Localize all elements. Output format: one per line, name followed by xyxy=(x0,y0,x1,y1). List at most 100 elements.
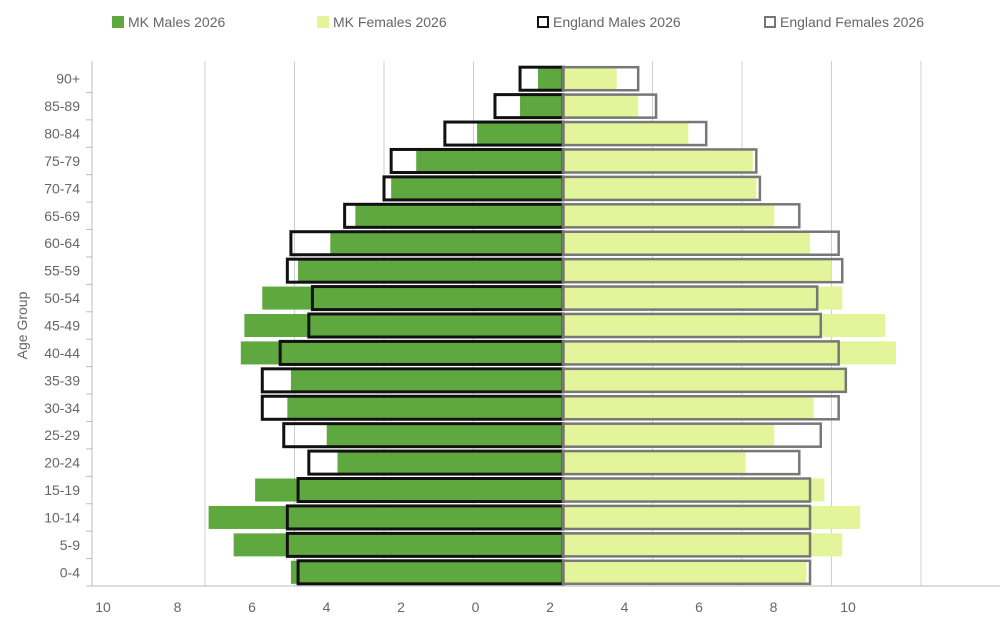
y-tick-label: 25-29 xyxy=(44,427,80,443)
mk-male-bar-80-84 xyxy=(477,122,563,146)
x-tick-label: 10 xyxy=(95,599,111,615)
england-female-bar-10-14 xyxy=(561,504,812,531)
mk-female-bar-90+ xyxy=(563,67,617,91)
mk-female-bar-50-54 xyxy=(563,286,843,310)
y-tick-label: 20-24 xyxy=(44,455,80,471)
legend-swatch xyxy=(317,16,329,28)
mk-female-bar-80-84 xyxy=(563,122,689,146)
mk-male-bar-85-89 xyxy=(520,94,563,118)
mk-male-bar-35-39 xyxy=(290,368,563,392)
axes: 0-4 5-9 10-14 15-19 20-24 25-29 30-34 35-39 40-4… xyxy=(14,61,1000,615)
mk-female-bar-40-44 xyxy=(563,341,896,365)
legend-swatch xyxy=(537,16,549,28)
y-tick-label: 5-9 xyxy=(60,537,80,553)
mk-female-bar-30-34 xyxy=(563,396,814,420)
mk-male-bar-30-34 xyxy=(287,396,563,420)
mk-male-bar-65-69 xyxy=(355,204,563,228)
mk-male-bar-0-4 xyxy=(290,560,563,584)
legend-swatch xyxy=(112,16,124,28)
england-female-bar-20-24 xyxy=(561,449,801,476)
england-female-bar-65-69 xyxy=(561,203,801,229)
mk-male-bar-10-14 xyxy=(208,505,563,529)
y-tick-label: 10-14 xyxy=(44,509,80,525)
y-tick-label: 40-44 xyxy=(44,345,80,361)
england-female-bar-90+ xyxy=(561,65,640,92)
y-tick-label: 75-79 xyxy=(44,153,80,169)
y-tick-label: 60-64 xyxy=(44,235,80,251)
x-tick-label: 0 xyxy=(472,599,480,615)
y-tick-label: 50-54 xyxy=(44,290,80,306)
mk-female-bar-35-39 xyxy=(563,368,846,392)
england-female-bar-5-9 xyxy=(561,532,812,558)
mk-male-bar-70-74 xyxy=(391,176,563,200)
mk-male-bar-45-49 xyxy=(244,313,563,338)
y-tick-label: 35-39 xyxy=(44,372,80,388)
england-female-bar-55-59 xyxy=(561,257,844,284)
x-tick-label: 4 xyxy=(621,599,629,615)
legend-label: England Females 2026 xyxy=(780,14,924,30)
mk-female-bar-25-29 xyxy=(563,423,775,447)
legend-swatch xyxy=(764,16,776,28)
x-tick-label: 4 xyxy=(323,599,331,615)
y-tick-label: 80-84 xyxy=(44,126,80,142)
england-female-bar-70-74 xyxy=(561,175,762,202)
filled-bars xyxy=(208,67,896,584)
y-tick-label: 90+ xyxy=(56,71,80,87)
mk-male-bar-50-54 xyxy=(262,286,563,310)
england-female-bar-15-19 xyxy=(561,477,812,503)
mk-female-bar-15-19 xyxy=(563,478,825,502)
mk-male-bar-15-19 xyxy=(255,478,563,502)
x-tick-label: 6 xyxy=(695,599,703,615)
england-female-bar-35-39 xyxy=(561,367,848,394)
mk-male-bar-60-64 xyxy=(330,231,563,255)
mk-female-bar-55-59 xyxy=(563,259,832,283)
mk-male-bar-90+ xyxy=(537,67,563,91)
x-tick-label: 2 xyxy=(546,599,554,615)
y-tick-label: 65-69 xyxy=(44,208,80,224)
mk-male-bar-20-24 xyxy=(337,451,563,475)
x-tick-label: 2 xyxy=(397,599,405,615)
y-axis-title: Age Group xyxy=(14,291,30,359)
england-female-bar-30-34 xyxy=(561,394,840,421)
england-female-bar-0-4 xyxy=(561,559,812,586)
legend-label: MK Females 2026 xyxy=(333,14,447,30)
y-tick-label: 70-74 xyxy=(44,180,80,196)
england-female-bar-85-89 xyxy=(561,93,658,119)
x-tick-label: 8 xyxy=(174,599,182,615)
england-female-bar-75-79 xyxy=(561,148,758,174)
mk-male-bar-40-44 xyxy=(240,341,564,365)
england-female-bar-60-64 xyxy=(561,230,840,257)
mk-female-bar-5-9 xyxy=(563,533,843,557)
mk-male-bar-55-59 xyxy=(298,259,563,283)
england-female-bar-25-29 xyxy=(561,422,823,448)
mk-female-bar-20-24 xyxy=(563,451,746,475)
x-tick-label: 10 xyxy=(840,599,856,615)
mk-female-bar-75-79 xyxy=(563,149,753,173)
y-tick-label: 30-34 xyxy=(44,400,80,416)
legend: MK Males 2026 MK Females 2026 England Male… xyxy=(112,14,924,30)
x-tick-label: 6 xyxy=(248,599,256,615)
mk-male-bar-5-9 xyxy=(233,533,563,557)
y-tick-label: 0-4 xyxy=(60,564,80,580)
mk-female-bar-10-14 xyxy=(563,505,861,529)
outline-bars xyxy=(260,65,848,586)
england-female-bar-80-84 xyxy=(561,120,708,147)
mk-female-bar-70-74 xyxy=(563,176,757,200)
y-tick-label: 55-59 xyxy=(44,263,80,279)
mk-male-bar-25-29 xyxy=(326,423,563,447)
mk-female-bar-0-4 xyxy=(563,560,807,584)
y-tick-label: 15-19 xyxy=(44,482,80,498)
x-tick-label: 8 xyxy=(770,599,778,615)
mk-female-bar-85-89 xyxy=(563,94,639,118)
england-female-bar-45-49 xyxy=(561,312,823,339)
y-tick-label: 85-89 xyxy=(44,98,80,114)
england-female-bar-40-44 xyxy=(561,340,840,366)
england-female-bar-50-54 xyxy=(561,285,819,311)
mk-female-bar-60-64 xyxy=(563,231,811,255)
mk-female-bar-65-69 xyxy=(563,204,775,228)
y-tick-label: 45-49 xyxy=(44,318,80,334)
mk-male-bar-75-79 xyxy=(416,149,563,173)
mk-female-bar-45-49 xyxy=(563,313,886,338)
